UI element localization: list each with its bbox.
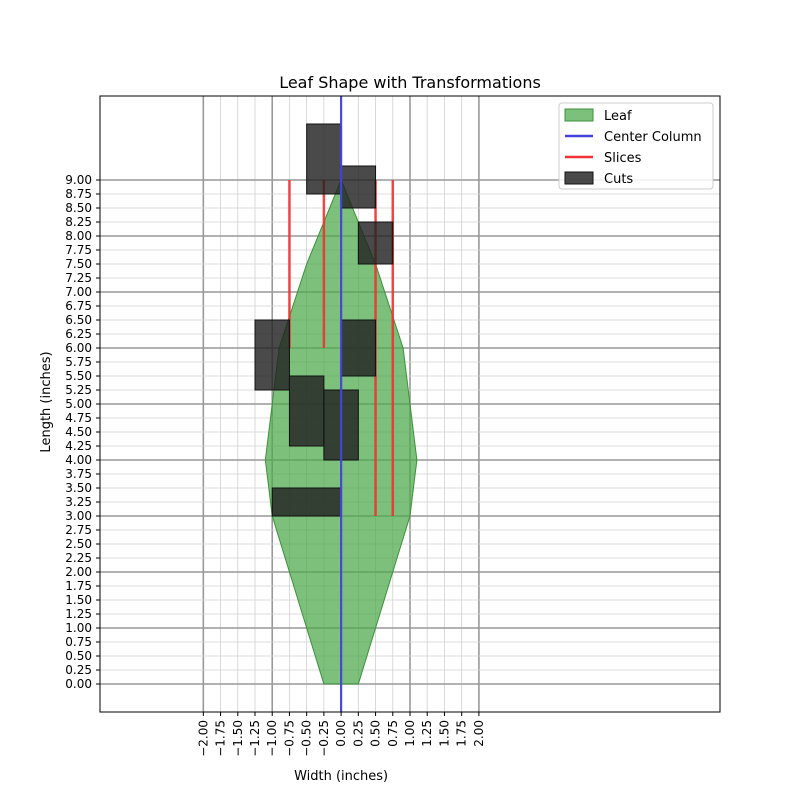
cut-rect (288, 375, 325, 447)
y-tick-label: 0.00 (65, 677, 92, 691)
tick-layer: −2.00 −1.75 −1.50 −1.25 −1.00 −0.75 −0.50 −0.25… (65, 173, 486, 757)
x-tick-label: −0.25 (317, 720, 331, 757)
x-tick-label: −1.25 (248, 720, 262, 757)
x-tick-label: −0.75 (282, 720, 296, 757)
x-tick-label: −0.50 (300, 720, 314, 757)
y-tick-label: 0.75 (65, 635, 92, 649)
y-tick-label: 2.25 (65, 551, 92, 565)
x-tick-label: 0.25 (351, 720, 365, 747)
y-tick-label: 6.00 (65, 341, 92, 355)
data-layer (254, 96, 418, 712)
legend-label: Leaf (604, 109, 632, 124)
x-tick-label: 0.00 (334, 720, 348, 747)
y-tick-label: 4.75 (65, 411, 92, 425)
y-tick-label: 5.25 (65, 383, 92, 397)
y-tick-label: 8.75 (65, 187, 92, 201)
y-tick-label: 8.50 (65, 201, 92, 215)
y-tick-label: 2.50 (65, 537, 92, 551)
x-tick-label: 2.00 (472, 720, 486, 747)
x-tick-label: −2.00 (196, 720, 210, 757)
y-tick-label: 1.25 (65, 607, 92, 621)
x-tick-label: 0.50 (369, 720, 383, 747)
y-tick-label: 4.00 (65, 453, 92, 467)
legend-cuts-swatch (564, 171, 594, 185)
y-tick-label: 7.75 (65, 243, 92, 257)
y-tick-label: 7.00 (65, 285, 92, 299)
y-tick-label: 2.00 (65, 565, 92, 579)
y-tick-label: 3.75 (65, 467, 92, 481)
y-tick-label: 9.00 (65, 173, 92, 187)
y-tick-label: 8.25 (65, 215, 92, 229)
y-tick-label: 0.50 (65, 649, 92, 663)
x-axis-label: Width (inches) (294, 769, 388, 784)
legend-label: Cuts (604, 172, 633, 187)
legend: Leaf Center Column Slices Cuts (558, 102, 714, 190)
cut-rect (254, 319, 290, 391)
y-axis-label: Length (inches) (39, 351, 54, 452)
cut-rect (357, 221, 394, 265)
cut-rect (340, 165, 377, 209)
legend-leaf-swatch (564, 108, 594, 122)
y-tick-label: 5.75 (65, 355, 92, 369)
cut-rect (306, 123, 342, 195)
chart-title: Leaf Shape with Transformations (279, 73, 541, 92)
y-tick-label: 4.50 (65, 425, 92, 439)
x-tick-label: 1.25 (420, 720, 434, 747)
y-tick-label: 0.25 (65, 663, 92, 677)
y-tick-label: 6.50 (65, 313, 92, 327)
y-tick-label: 1.50 (65, 593, 92, 607)
y-tick-label: 8.00 (65, 229, 92, 243)
y-tick-label: 1.00 (65, 621, 92, 635)
x-tick-label: 0.75 (386, 720, 400, 747)
legend-label: Center Column (604, 130, 702, 145)
legend-label: Slices (604, 151, 642, 166)
y-tick-label: 5.50 (65, 369, 92, 383)
y-tick-label: 5.00 (65, 397, 92, 411)
x-tick-label: −1.50 (231, 720, 245, 757)
x-tick-label: −1.00 (265, 720, 279, 757)
x-tick-label: 1.00 (403, 720, 417, 747)
cut-rect (271, 487, 342, 517)
y-tick-label: 3.50 (65, 481, 92, 495)
y-tick-label: 3.00 (65, 509, 92, 523)
x-tick-label: −1.75 (214, 720, 228, 757)
y-tick-label: 7.25 (65, 271, 92, 285)
y-tick-label: 6.75 (65, 299, 92, 313)
y-tick-label: 7.50 (65, 257, 92, 271)
x-tick-label: 1.50 (437, 720, 451, 747)
y-tick-label: 4.25 (65, 439, 92, 453)
cut-rect (340, 319, 377, 377)
y-tick-label: 6.25 (65, 327, 92, 341)
y-tick-label: 2.75 (65, 523, 92, 537)
y-tick-label: 3.25 (65, 495, 92, 509)
x-tick-label: 1.75 (455, 720, 469, 747)
y-tick-label: 1.75 (65, 579, 92, 593)
legend-box (558, 102, 714, 190)
